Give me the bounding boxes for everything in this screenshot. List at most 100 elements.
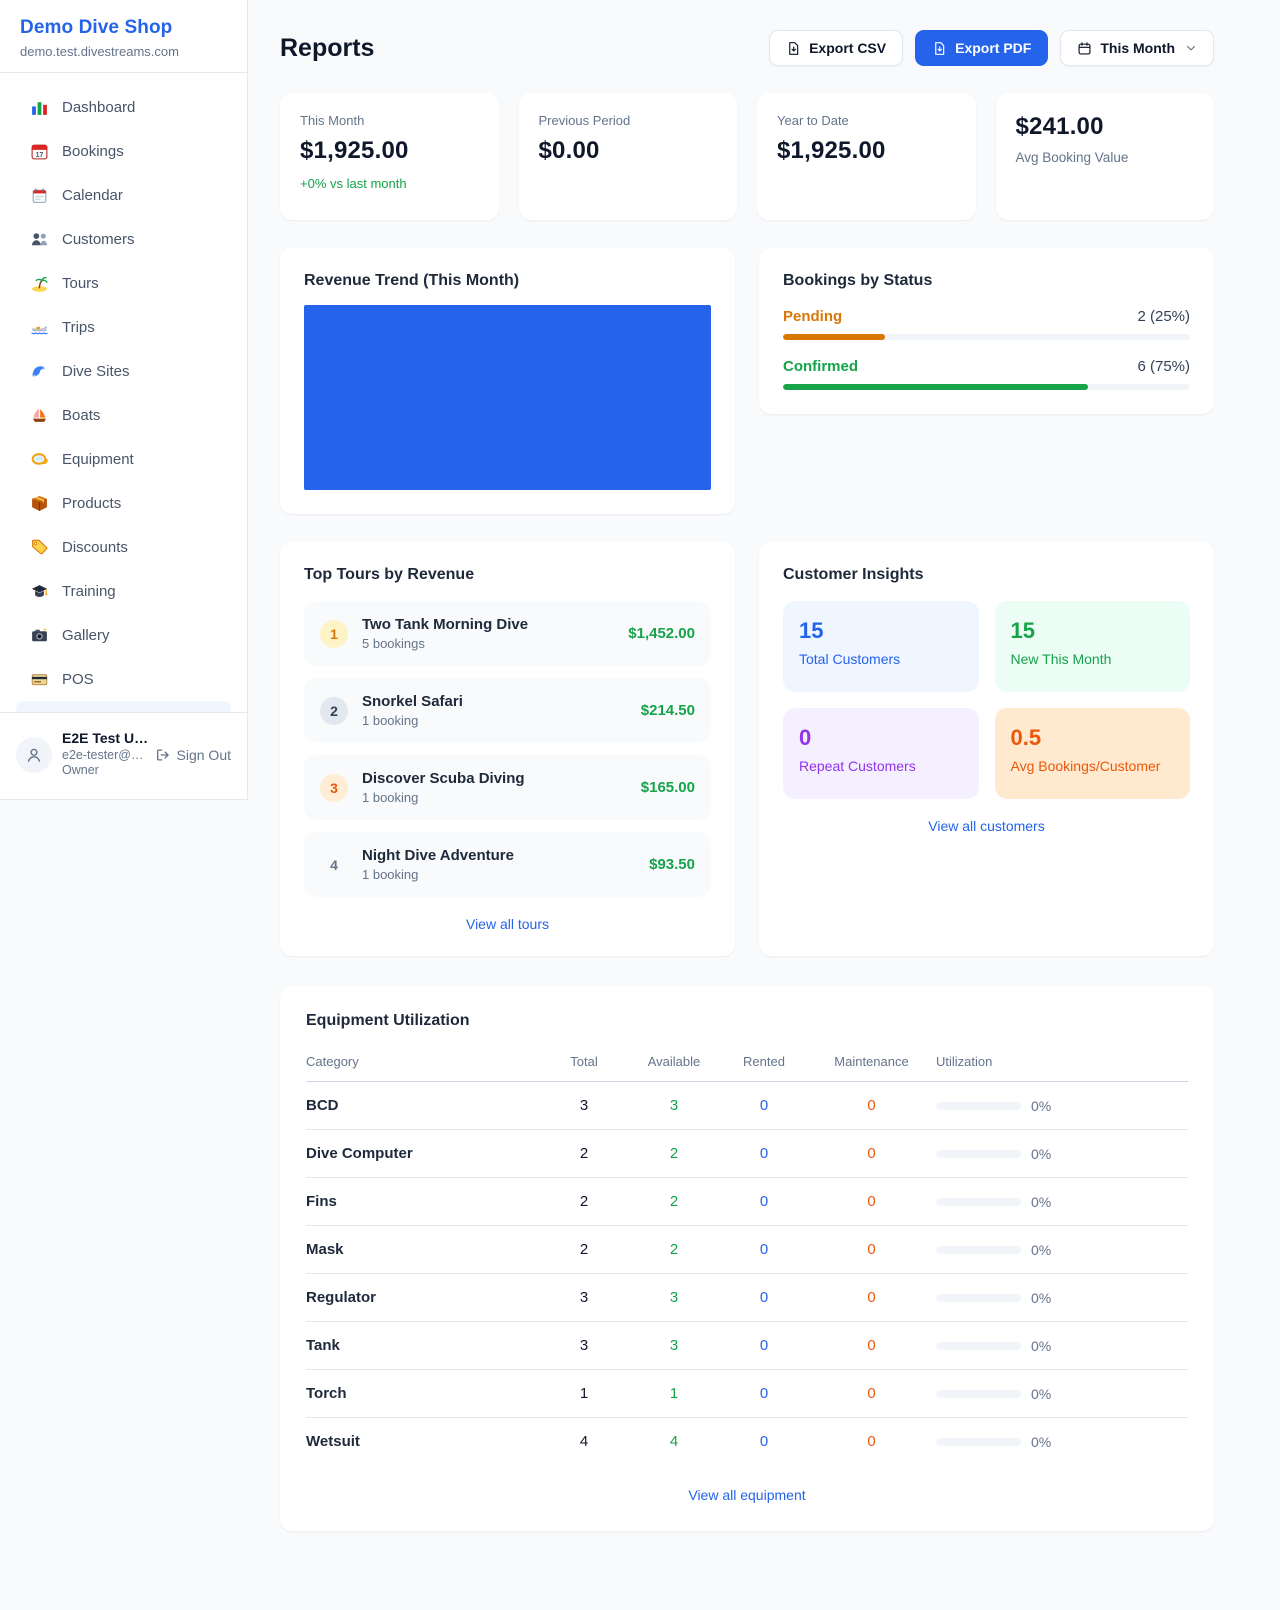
status-bar-track [783, 334, 1190, 340]
cell-available: 3 [669, 1289, 679, 1306]
top-tours-card: Top Tours by Revenue 1 Two Tank Morning … [280, 542, 735, 956]
tour-bookings: 1 booking [362, 713, 419, 728]
cell-available: 2 [669, 1241, 679, 1258]
tag-icon [30, 538, 49, 557]
utilization-pct: 0% [1031, 1241, 1052, 1258]
sign-out-button[interactable]: Sign Out [155, 747, 231, 763]
equipment-utilization-card: Equipment Utilization Category Total Ava… [280, 986, 1214, 1531]
view-all-tours-link[interactable]: View all tours [465, 916, 549, 932]
cell-maintenance: 0 [867, 1241, 876, 1258]
sidebar-item-pos[interactable]: POS [16, 657, 231, 701]
stat-card-this-month: This Month $1,925.00 +0% vs last month [280, 93, 499, 220]
equipment-table: Category Total Available Rented Maintena… [306, 1044, 1188, 1465]
tile-label: Avg Bookings/Customer [1010, 758, 1161, 774]
page-header: Reports Export CSV Export PDF This Month [280, 30, 1214, 66]
svg-text:17: 17 [36, 151, 44, 158]
rank-badge: 1 [320, 619, 348, 648]
sidebar-item-tours[interactable]: Tours [16, 261, 231, 305]
cell-rented: 0 [759, 1289, 769, 1306]
cell-maintenance: 0 [867, 1337, 876, 1354]
sidebar-nav: Dashboard 17 Bookings Calendar Customers… [0, 73, 247, 712]
equipment-title: Equipment Utilization [306, 1012, 470, 1029]
utilization-bar [936, 1293, 1021, 1302]
stat-card-year-to-date: Year to Date $1,925.00 [757, 93, 976, 220]
cell-rented: 0 [759, 1385, 769, 1402]
sidebar-item-bookings[interactable]: 17 Bookings [16, 129, 231, 173]
file-download-icon [932, 41, 947, 56]
cell-total: 3 [579, 1289, 589, 1306]
sidebar-item-customers[interactable]: Customers [16, 217, 231, 261]
cell-maintenance: 0 [867, 1097, 876, 1114]
table-row: Dive Computer 2 2 0 0 0% [306, 1130, 1188, 1178]
insight-grid: 15 Total Customers 15 New This Month 0 R… [783, 601, 1190, 799]
export-csv-button[interactable]: Export CSV [769, 30, 904, 66]
tour-bookings: 5 bookings [362, 636, 425, 651]
sidebar-item-calendar[interactable]: Calendar [16, 173, 231, 217]
chevron-down-icon [1185, 42, 1197, 54]
col-available: Available [647, 1054, 701, 1069]
revenue-trend-title: Revenue Trend (This Month) [304, 272, 520, 289]
grad-cap-icon [30, 582, 49, 601]
utilization-pct: 0% [1031, 1289, 1052, 1306]
sidebar-item-gallery[interactable]: Gallery [16, 613, 231, 657]
charts-row: Revenue Trend (This Month) Bookings by S… [280, 248, 1214, 514]
cell-category: Mask [306, 1241, 344, 1258]
sidebar-item-label: Calendar [62, 186, 123, 204]
wave-icon [30, 362, 49, 381]
sign-out-label: Sign Out [176, 746, 231, 763]
tour-amount: $165.00 [640, 779, 695, 796]
export-pdf-button[interactable]: Export PDF [915, 30, 1049, 66]
dive-mask-icon [30, 450, 49, 469]
sidebar-item-label: Training [62, 582, 116, 600]
period-dropdown[interactable]: This Month [1060, 30, 1214, 66]
stat-label: Previous Period [538, 113, 631, 128]
cell-rented: 0 [759, 1433, 769, 1450]
sidebar-item-label: Bookings [62, 142, 124, 160]
tours-list: 1 Two Tank Morning Dive 5 bookings $1,45… [304, 601, 711, 897]
sidebar-item-trips[interactable]: Trips [16, 305, 231, 349]
status-label: Confirmed [783, 358, 858, 375]
status-label: Pending [783, 308, 843, 325]
shop-domain: demo.test.divestreams.com [20, 44, 179, 59]
sidebar-item-equipment[interactable]: Equipment [16, 437, 231, 481]
cell-rented: 0 [759, 1241, 769, 1258]
cell-category: BCD [306, 1097, 339, 1114]
sidebar-item-discounts[interactable]: Discounts [16, 525, 231, 569]
view-all-equipment-link[interactable]: View all equipment [688, 1487, 806, 1503]
utilization-bar [936, 1197, 1021, 1206]
cell-available: 3 [669, 1337, 679, 1354]
tour-bookings: 1 booking [362, 867, 419, 882]
cell-utilization: 0% [934, 1098, 1188, 1114]
sidebar-item-training[interactable]: Training [16, 569, 231, 613]
status-count: 6 (75%) [1137, 358, 1190, 375]
tour-bookings: 1 booking [362, 790, 419, 805]
sidebar-item-dashboard[interactable]: Dashboard [16, 85, 231, 129]
cell-total: 3 [579, 1097, 589, 1114]
cell-rented: 0 [759, 1097, 769, 1114]
sidebar-item-products[interactable]: Products [16, 481, 231, 525]
sidebar-item-dive-sites[interactable]: Dive Sites [16, 349, 231, 393]
tile-value: 0.5 [1010, 725, 1042, 750]
table-row: Wetsuit 4 4 0 0 0% [306, 1418, 1188, 1465]
sidebar-item-boats[interactable]: Boats [16, 393, 231, 437]
status-bar-track [783, 384, 1190, 390]
cell-rented: 0 [759, 1337, 769, 1354]
sidebar-item-label: Dashboard [62, 98, 136, 116]
sailboat-icon [30, 406, 49, 425]
stat-card-avg-booking-value: $241.00 Avg Booking Value [995, 93, 1214, 220]
sidebar-item-reports-partial[interactable] [16, 701, 231, 712]
revenue-trend-card: Revenue Trend (This Month) [280, 248, 735, 514]
insight-tile-repeat-customers: 0 Repeat Customers [783, 708, 979, 799]
cell-available: 4 [669, 1433, 679, 1450]
sidebar-item-label: Tours [62, 274, 99, 292]
file-download-icon [786, 41, 801, 56]
cell-total: 2 [579, 1145, 589, 1162]
tour-amount: $93.50 [649, 856, 695, 873]
view-all-customers-link[interactable]: View all customers [928, 818, 1045, 834]
col-utilization: Utilization [936, 1054, 993, 1069]
main-content: Reports Export CSV Export PDF This Month [248, 0, 1280, 1531]
utilization-bar [936, 1245, 1021, 1254]
tile-label: Repeat Customers [799, 758, 916, 774]
cell-total: 4 [579, 1433, 589, 1450]
customer-insights-card: Customer Insights 15 Total Customers 15 … [759, 542, 1214, 956]
